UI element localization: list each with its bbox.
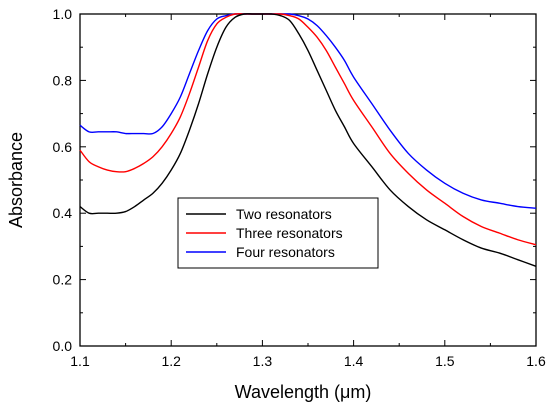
axes: 1.1 1.2 1.3 1.4 1.5 1.6 0.0 0.2 0.4 0.6 0.8 1.0 [53, 6, 546, 369]
y-tick-label: 0.4 [53, 205, 73, 221]
x-tick-label: 1.6 [526, 353, 546, 369]
legend-item-two-resonators-label: Two resonators [236, 206, 332, 222]
x-tick-label: 1.1 [70, 353, 90, 369]
y-tick-label: 0.0 [53, 338, 73, 354]
plot-frame [79, 13, 537, 347]
x-axis-title: Wavelength (μm) [235, 382, 372, 402]
legend-item-four-resonators-label: Four resonators [236, 244, 335, 260]
legend: Two resonators Three resonators Four reson… [177, 197, 379, 269]
y-tick-label: 0.8 [53, 72, 73, 88]
plot-area [79, 13, 537, 347]
legend-item-three-resonators-label: Three resonators [236, 225, 343, 241]
y-tick-label: 1.0 [53, 6, 73, 22]
y-tick-label: 0.2 [53, 272, 73, 288]
x-tick-label: 1.5 [435, 353, 455, 369]
x-tick-label: 1.4 [344, 353, 364, 369]
series-line-four-resonators [79, 13, 537, 209]
x-tick-label: 1.2 [161, 353, 181, 369]
y-axis-title: Absorbance [6, 132, 26, 228]
y-tick-label: 0.6 [53, 139, 73, 155]
x-tick-label: 1.3 [253, 353, 273, 369]
